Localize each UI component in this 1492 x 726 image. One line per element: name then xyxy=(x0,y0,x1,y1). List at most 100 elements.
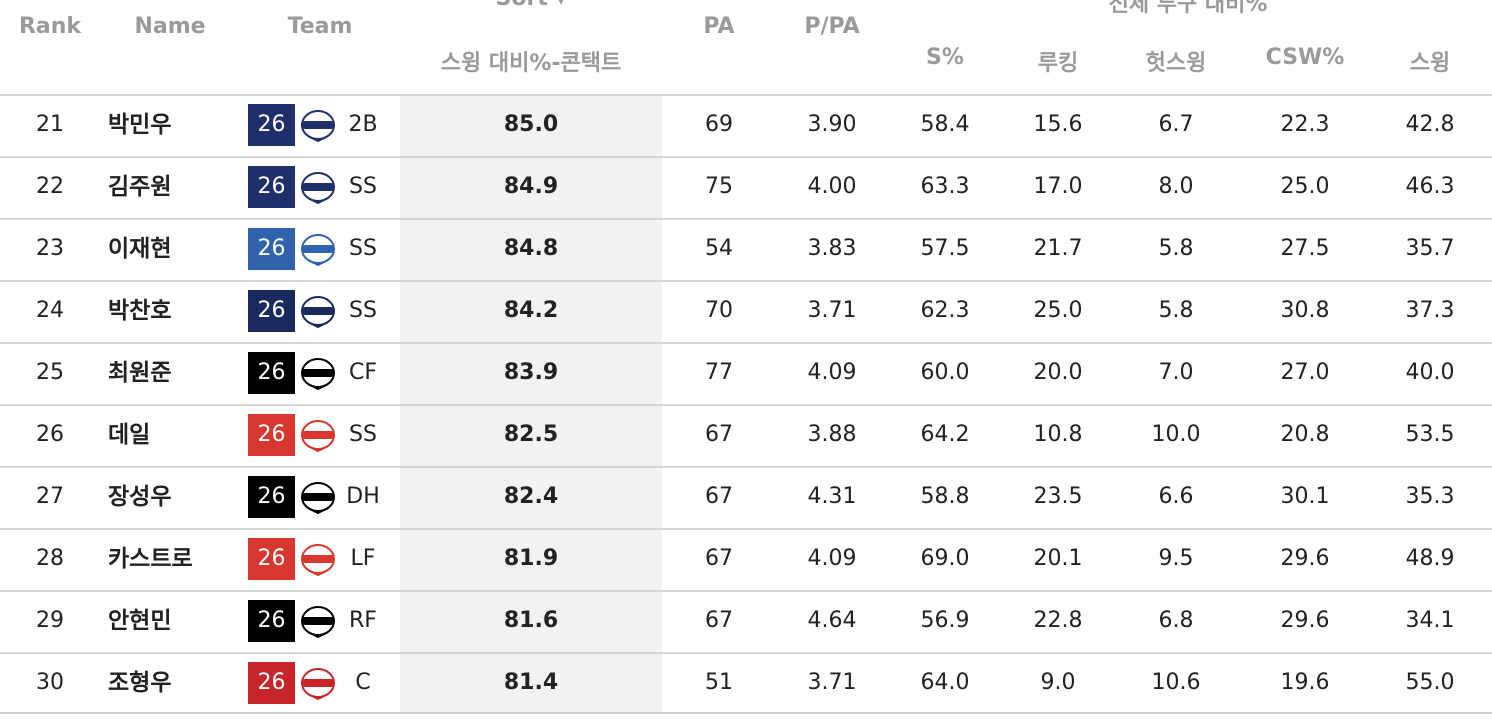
player-name-link[interactable]: 장성우 xyxy=(108,484,172,510)
player-name-link[interactable]: 데일 xyxy=(108,422,151,448)
table-row[interactable]: 26 82.5 67 3.88 64.2 10.8 10.0 20.8 53.5 데일 26 SS xyxy=(0,404,1492,466)
tigers-logo-icon xyxy=(300,418,336,453)
whiff-cell: 6.8 xyxy=(1158,608,1194,633)
pa-cell: 69 xyxy=(705,112,733,137)
header-sort[interactable]: Sort ▾ xyxy=(495,0,566,11)
table-row[interactable]: 29 81.6 67 4.64 56.9 22.8 6.8 29.6 34.1 안현민 26 RF xyxy=(0,590,1492,652)
season-badge: 26 xyxy=(248,352,295,394)
rank-cell: 28 xyxy=(36,546,64,571)
season-badge: 26 xyxy=(248,476,295,518)
s-pct-cell: 57.5 xyxy=(920,236,970,261)
table-row[interactable]: 22 84.9 75 4.00 63.3 17.0 8.0 25.0 46.3 김주원 26 SS xyxy=(0,156,1492,218)
csw-cell: 29.6 xyxy=(1280,546,1330,571)
header-whiff[interactable]: 헛스윙 xyxy=(1145,51,1207,76)
season-badge: 26 xyxy=(248,538,295,580)
header-pa[interactable]: PA xyxy=(703,14,735,39)
s-pct-cell: 69.0 xyxy=(920,546,970,571)
table-row[interactable]: 21 85.0 69 3.90 58.4 15.6 6.7 22.3 42.8 박민우 26 2B xyxy=(0,94,1492,156)
looking-cell: 20.0 xyxy=(1033,360,1083,385)
whiff-cell: 7.0 xyxy=(1158,360,1194,385)
table-row[interactable]: 27 82.4 67 4.31 58.8 23.5 6.6 30.1 35.3 장성우 26 DH xyxy=(0,466,1492,528)
swing-cell: 35.7 xyxy=(1405,236,1455,261)
position-label: LF xyxy=(350,546,376,571)
team-info: 26 RF xyxy=(248,600,388,642)
pa-cell: 67 xyxy=(705,546,733,571)
header-contact[interactable]: 스윙 대비%-콘택트 xyxy=(440,51,622,76)
header-swing[interactable]: 스윙 xyxy=(1409,51,1451,76)
swing-cell: 48.9 xyxy=(1405,546,1455,571)
looking-cell: 17.0 xyxy=(1033,174,1083,199)
row-divider xyxy=(0,528,1492,530)
pa-cell: 51 xyxy=(705,670,733,695)
position-label: SS xyxy=(349,174,377,199)
whiff-cell: 9.5 xyxy=(1158,546,1194,571)
contact-cell: 83.9 xyxy=(503,360,559,385)
row-divider xyxy=(0,156,1492,158)
rank-cell: 29 xyxy=(36,608,64,633)
player-name-link[interactable]: 조형우 xyxy=(108,670,172,696)
team-info: 26 CF xyxy=(248,352,388,394)
rank-cell: 24 xyxy=(36,298,64,323)
player-name-link[interactable]: 박찬호 xyxy=(108,298,172,324)
ppa-cell: 3.90 xyxy=(807,112,857,137)
player-name-link[interactable]: 카스트로 xyxy=(108,546,193,572)
ppa-cell: 3.71 xyxy=(807,298,857,323)
header-team[interactable]: Team xyxy=(287,14,353,39)
team-info: 26 C xyxy=(248,662,388,704)
contact-cell: 81.4 xyxy=(503,670,559,695)
player-name-link[interactable]: 이재현 xyxy=(108,236,172,262)
ppa-cell: 4.09 xyxy=(807,546,857,571)
contact-cell: 84.8 xyxy=(503,236,559,261)
whiff-cell: 6.6 xyxy=(1158,484,1194,509)
season-badge: 26 xyxy=(248,166,295,208)
rank-cell: 21 xyxy=(36,112,64,137)
dinos-logo-icon xyxy=(300,170,336,205)
row-divider xyxy=(0,94,1492,96)
team-info: 26 LF xyxy=(248,538,388,580)
position-label: SS xyxy=(349,298,377,323)
player-name-link[interactable]: 최원준 xyxy=(108,360,172,386)
s-pct-cell: 60.0 xyxy=(920,360,970,385)
swing-cell: 42.8 xyxy=(1405,112,1455,137)
row-divider xyxy=(0,342,1492,344)
header-ppa[interactable]: P/PA xyxy=(804,14,860,39)
swing-cell: 40.0 xyxy=(1405,360,1455,385)
whiff-cell: 6.7 xyxy=(1158,112,1194,137)
table-row[interactable]: 25 83.9 77 4.09 60.0 20.0 7.0 27.0 40.0 최원준 26 CF xyxy=(0,342,1492,404)
ppa-cell: 4.00 xyxy=(807,174,857,199)
contact-cell: 84.2 xyxy=(503,298,559,323)
pa-cell: 70 xyxy=(705,298,733,323)
looking-cell: 22.8 xyxy=(1033,608,1083,633)
bears-logo-icon xyxy=(300,294,336,329)
rank-cell: 25 xyxy=(36,360,64,385)
table-row[interactable]: 24 84.2 70 3.71 62.3 25.0 5.8 30.8 37.3 박찬호 26 SS xyxy=(0,280,1492,342)
s-pct-cell: 64.0 xyxy=(920,670,970,695)
header-name[interactable]: Name xyxy=(134,14,206,39)
rank-cell: 26 xyxy=(36,422,64,447)
looking-cell: 23.5 xyxy=(1033,484,1083,509)
pa-cell: 67 xyxy=(705,422,733,447)
s-pct-cell: 62.3 xyxy=(920,298,970,323)
csw-cell: 30.1 xyxy=(1280,484,1330,509)
whiff-cell: 10.0 xyxy=(1151,422,1201,447)
looking-cell: 20.1 xyxy=(1033,546,1083,571)
header-s-pct[interactable]: S% xyxy=(926,45,964,70)
rank-cell: 27 xyxy=(36,484,64,509)
player-name-link[interactable]: 박민우 xyxy=(108,112,172,138)
table-row[interactable]: 30 81.4 51 3.71 64.0 9.0 10.6 19.6 55.0 조형우 26 C xyxy=(0,652,1492,714)
season-badge: 26 xyxy=(248,414,295,456)
player-name-link[interactable]: 김주원 xyxy=(108,174,172,200)
header-rank[interactable]: Rank xyxy=(18,14,82,39)
header-csw[interactable]: CSW% xyxy=(1265,45,1345,70)
row-divider xyxy=(0,466,1492,468)
header-group: 전체 투구 대비% xyxy=(1108,0,1268,17)
season-badge: 26 xyxy=(248,600,295,642)
whiff-cell: 5.8 xyxy=(1158,236,1194,261)
whiff-cell: 8.0 xyxy=(1158,174,1194,199)
csw-cell: 30.8 xyxy=(1280,298,1330,323)
player-name-link[interactable]: 안현민 xyxy=(108,608,172,634)
contact-cell: 81.6 xyxy=(503,608,559,633)
header-looking[interactable]: 루킹 xyxy=(1037,51,1079,76)
table-row[interactable]: 28 81.9 67 4.09 69.0 20.1 9.5 29.6 48.9 카스트로 26 LF xyxy=(0,528,1492,590)
table-row[interactable]: 23 84.8 54 3.83 57.5 21.7 5.8 27.5 35.7 이재현 26 SS xyxy=(0,218,1492,280)
